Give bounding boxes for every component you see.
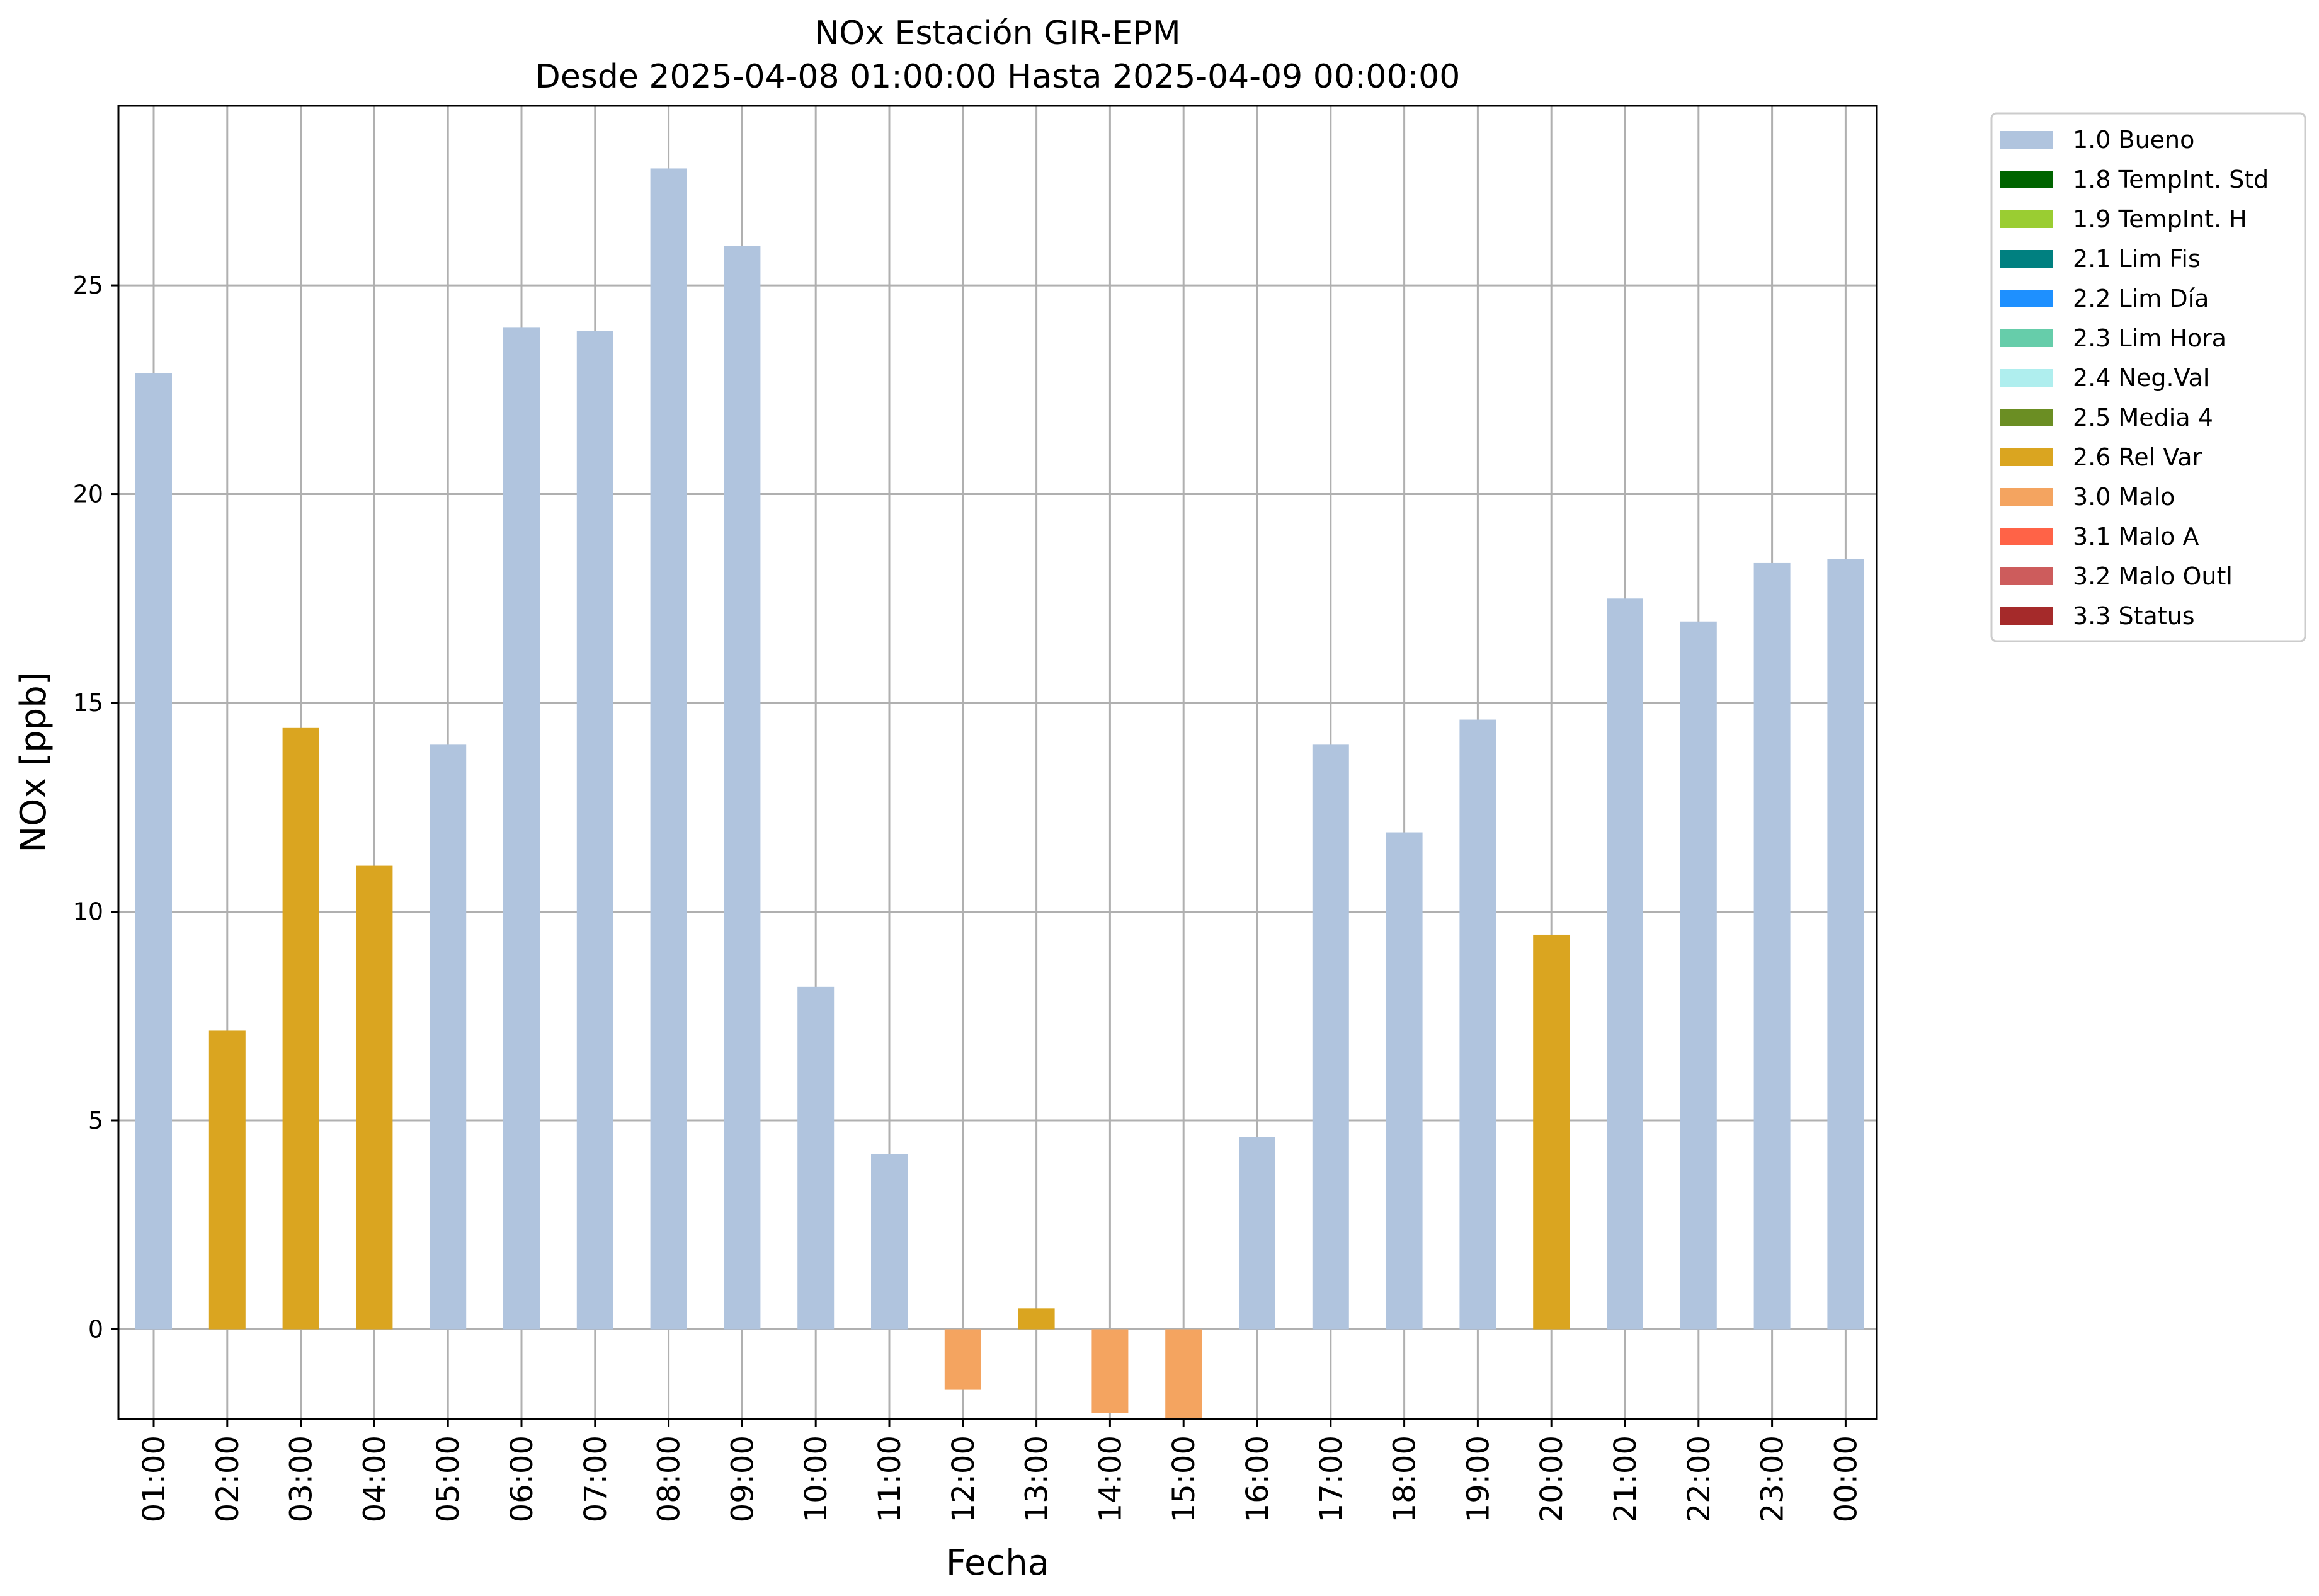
legend-label: 2.4 Neg.Val: [2073, 364, 2209, 392]
x-axis-ticks: 01:00 02:00 03:00 04:00 05:00 06:00 07:00 08:00…: [137, 1419, 1864, 1522]
legend-swatch: [2000, 131, 2053, 149]
bar-1500: [1165, 1329, 1202, 1419]
x-tick-label: 04:00: [357, 1435, 392, 1522]
bar-0100: [135, 373, 172, 1330]
x-tick-label: 20:00: [1534, 1435, 1570, 1522]
legend-swatch: [2000, 607, 2053, 625]
legend-label: 3.0 Malo: [2073, 483, 2175, 511]
bar-0700: [576, 331, 613, 1330]
legend-label: 1.9 TempInt. H: [2073, 205, 2247, 233]
bar-1600: [1239, 1137, 1275, 1330]
bar-1300: [1018, 1308, 1055, 1330]
bar-1200: [944, 1329, 981, 1390]
y-axis-ticks: 0 5 10 15 20 25: [73, 271, 118, 1343]
legend-swatch: [2000, 290, 2053, 307]
legend-swatch: [2000, 409, 2053, 426]
x-tick-label: 09:00: [725, 1435, 760, 1522]
bar-0400: [356, 865, 393, 1330]
bar-0300: [282, 727, 319, 1330]
bar-1000: [797, 986, 835, 1330]
bar-0900: [724, 246, 761, 1330]
y-tick-label: 20: [73, 481, 103, 508]
bar-1800: [1386, 832, 1423, 1330]
x-tick-label: 07:00: [578, 1435, 613, 1522]
legend-frame: [1990, 112, 2306, 642]
plot-frame: [117, 105, 1878, 1420]
bar-2100: [1607, 598, 1643, 1330]
y-tick-label: 15: [73, 689, 103, 717]
x-tick-label: 21:00: [1608, 1435, 1643, 1522]
legend-label: 1.8 TempInt. Std: [2073, 166, 2269, 193]
x-tick-label: 03:00: [284, 1435, 319, 1522]
bar-0200: [208, 1030, 246, 1330]
legend-swatch: [2000, 369, 2053, 387]
x-tick-label: 16:00: [1240, 1435, 1275, 1522]
y-tick-label: 10: [73, 898, 103, 926]
y-tick-label: 5: [88, 1107, 103, 1134]
x-tick-label: 23:00: [1755, 1435, 1791, 1522]
legend-label: 3.1 Malo A: [2073, 523, 2199, 550]
bar-1400: [1091, 1329, 1129, 1413]
x-tick-label: 05:00: [431, 1435, 466, 1522]
x-tick-label: 19:00: [1461, 1435, 1496, 1522]
legend-label: 2.6 Rel Var: [2073, 443, 2202, 471]
legend-label: 2.5 Media 4: [2073, 404, 2213, 431]
x-tick-label: 17:00: [1314, 1435, 1349, 1522]
legend-swatch: [2000, 210, 2053, 228]
x-tick-label: 08:00: [652, 1435, 687, 1522]
y-tick-label: 25: [73, 271, 103, 299]
bar-0000: [1827, 559, 1864, 1330]
chart-subtitle: Desde 2025-04-08 01:00:00 Hasta 2025-04-…: [535, 58, 1461, 96]
legend-label: 2.3 Lim Hora: [2073, 324, 2226, 352]
legend-swatch: [2000, 567, 2053, 585]
x-tick-label: 11:00: [872, 1435, 908, 1522]
x-tick-label: 10:00: [799, 1435, 834, 1522]
bar-1100: [871, 1154, 908, 1330]
x-tick-label: 12:00: [946, 1435, 981, 1522]
y-axis-label: NOx [ppb]: [13, 671, 54, 852]
x-tick-label: 14:00: [1093, 1435, 1128, 1522]
y-tick-label: 0: [88, 1315, 103, 1343]
bar-0800: [650, 168, 687, 1330]
legend-swatch: [2000, 250, 2053, 268]
x-tick-label: 13:00: [1020, 1435, 1055, 1522]
legend-swatch: [2000, 488, 2053, 506]
bar-2300: [1753, 562, 1791, 1330]
bar-2200: [1680, 621, 1717, 1330]
x-tick-label: 00:00: [1828, 1435, 1864, 1522]
legend-label: 2.1 Lim Fis: [2073, 245, 2201, 273]
legend-swatch: [2000, 329, 2053, 347]
legend-swatch: [2000, 171, 2053, 188]
x-tick-label: 02:00: [210, 1435, 246, 1522]
bar-0500: [430, 744, 467, 1330]
bar-1700: [1312, 744, 1349, 1330]
bars: [135, 168, 1864, 1419]
legend-swatch: [2000, 528, 2053, 545]
legend-label: 1.0 Bueno: [2073, 126, 2194, 154]
bar-2000: [1533, 934, 1570, 1330]
legend: 1.0 Bueno 1.8 TempInt. Std 1.9 TempInt. H 2…: [1990, 112, 2306, 642]
x-tick-label: 15:00: [1166, 1435, 1202, 1522]
x-axis-label: Fecha: [946, 1542, 1049, 1583]
legend-swatch: [2000, 448, 2053, 466]
legend-label: 2.2 Lim Día: [2073, 285, 2209, 312]
chart-title: NOx Estación GIR-EPM: [814, 14, 1180, 52]
x-tick-label: 01:00: [137, 1435, 172, 1522]
x-tick-label: 18:00: [1387, 1435, 1423, 1522]
x-tick-label: 22:00: [1682, 1435, 1717, 1522]
legend-label: 3.3 Status: [2073, 602, 2195, 630]
bar-1900: [1459, 719, 1496, 1330]
bar-0600: [503, 327, 540, 1330]
x-tick-label: 06:00: [504, 1435, 540, 1522]
legend-label: 3.2 Malo Outl: [2073, 562, 2233, 590]
